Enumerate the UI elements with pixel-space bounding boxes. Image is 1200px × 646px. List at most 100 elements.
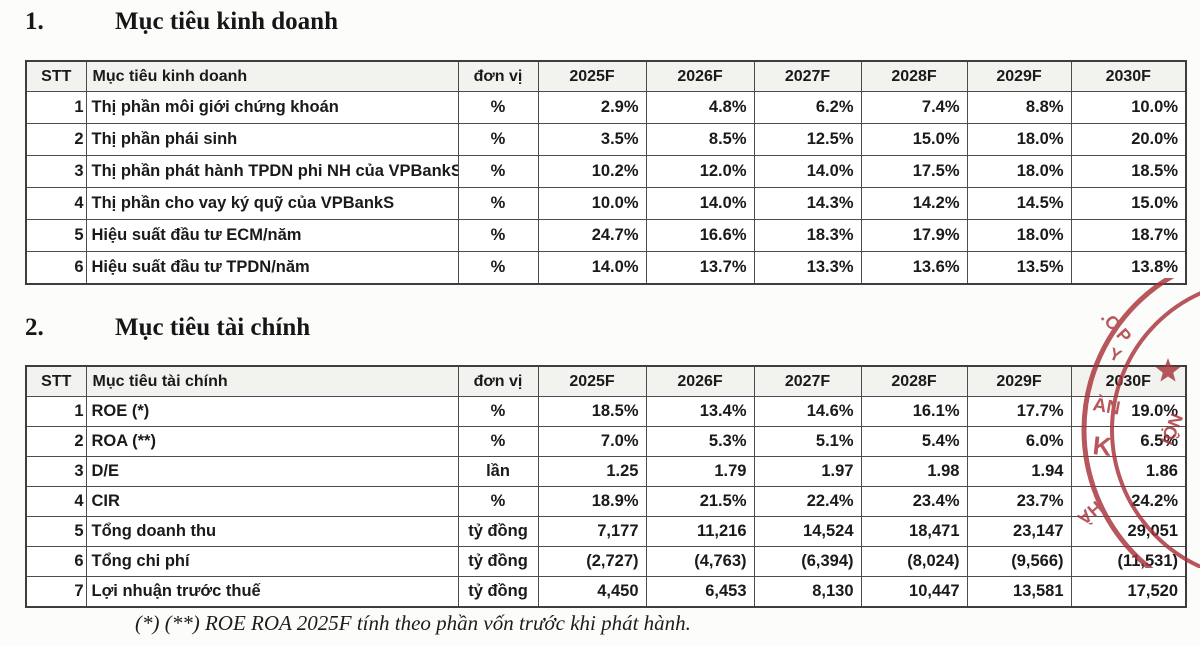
unit-cell: % [457,486,539,517]
value-cell: (8,024) [860,546,968,577]
value-cell: 10.0% [537,187,647,220]
section-number: 1. [25,8,44,35]
value-cell: (6,394) [753,546,862,577]
value-cell: 22.4% [753,486,862,517]
metric-label-cell: D/E [85,456,459,487]
value-cell: (2,727) [537,546,647,577]
row-number-cell: 5 [25,516,87,547]
column-header: 2027F [753,365,862,397]
column-header: 2028F [860,365,968,397]
value-cell: 7.0% [537,426,647,457]
column-header: STT [25,60,87,92]
column-header: 2029F [966,60,1072,92]
table-row: 7 Lợi nhuận trước thuế tỷ đồng 4,450 6,453 8,… [25,576,1187,608]
value-cell: 10.2% [537,155,647,188]
value-cell: 1.94 [966,456,1072,487]
value-cell: 18,471 [860,516,968,547]
value-cell: 6.5% [1070,426,1187,457]
value-cell: 14.0% [753,155,862,188]
value-cell: 21.5% [645,486,755,517]
value-cell: 18.5% [537,396,647,427]
value-cell: 12.0% [645,155,755,188]
column-header: 2025F [537,365,647,397]
section-2-heading: 2. Mục tiêu tài chính [25,314,310,342]
table-row: 2 Thị phần phái sinh% 3.5% 8.5% 12.5% 15.0% 18… [25,123,1187,156]
value-cell: 17,520 [1070,576,1187,608]
value-cell: 18.5% [1070,155,1187,188]
metric-label-cell: Lợi nhuận trước thuế [85,576,459,608]
table-row: 2 ROA (**)% 7.0% 5.3% 5.1% 5.4% 6.0% 6.5% [25,426,1187,457]
row-number-cell: 6 [25,251,87,285]
value-cell: 23,147 [966,516,1072,547]
column-header: 2029F [966,365,1072,397]
value-cell: 8,130 [753,576,862,608]
section-number: 2. [25,314,44,341]
value-cell: 11,216 [645,516,755,547]
table-row: 3 D/E lần 1.25 1.79 1.97 1.98 1.94 1.86 [25,456,1187,487]
section-title-text: Mục tiêu tài chính [115,314,311,341]
unit-cell: % [457,426,539,457]
row-number-cell: 4 [25,486,87,517]
unit-cell: % [457,91,539,124]
value-cell: 17.5% [860,155,968,188]
table-row: 4 CIR% 18.9% 21.5% 22.4% 23.4% 23.7% 24.2% [25,486,1187,517]
value-cell: 14.5% [966,187,1072,220]
row-number-cell: 6 [25,546,87,577]
value-cell: 7,177 [537,516,647,547]
unit-cell: % [457,187,539,220]
section-title-text: Mục tiêu kinh doanh [115,8,338,35]
value-cell: 13,581 [966,576,1072,608]
value-cell: 14.0% [537,251,647,285]
seal-text-fragment: .C.P [1097,307,1135,346]
value-cell: 13.8% [1070,251,1187,285]
row-number-cell: 4 [25,187,87,220]
column-header: 2030F [1070,60,1187,92]
value-cell: 14.2% [860,187,968,220]
value-cell: 6.2% [753,91,862,124]
value-cell: 10,447 [860,576,968,608]
metric-label-cell: CIR [85,486,459,517]
row-number-cell: 5 [25,219,87,252]
metric-label-cell: Thị phần phái sinh [85,123,459,156]
value-cell: 13.5% [966,251,1072,285]
table-row: 1 ROE (*)% 18.5% 13.4% 14.6% 16.1% 17.7% 19.0% [25,396,1187,427]
column-header: 2026F [645,365,755,397]
value-cell: 10.0% [1070,91,1187,124]
unit-cell: % [457,219,539,252]
value-cell: 23.7% [966,486,1072,517]
value-cell: 4,450 [537,576,647,608]
row-number-cell: 2 [25,426,87,457]
value-cell: 16.1% [860,396,968,427]
value-cell: 23.4% [860,486,968,517]
value-cell: 14.0% [645,187,755,220]
value-cell: 17.9% [860,219,968,252]
unit-cell: % [457,155,539,188]
value-cell: 13.4% [645,396,755,427]
metric-label-cell: ROA (**) [85,426,459,457]
header-row: STT Mục tiêu tài chính đơn vị 2025F 2026F 202… [25,365,1187,397]
value-cell: 4.8% [645,91,755,124]
value-cell: 20.0% [1070,123,1187,156]
value-cell: 5.3% [645,426,755,457]
column-header: đơn vị [457,60,539,92]
column-header: 2026F [645,60,755,92]
unit-cell: % [457,396,539,427]
value-cell: 29,051 [1070,516,1187,547]
value-cell: 13.3% [753,251,862,285]
value-cell: 1.86 [1070,456,1187,487]
value-cell: 7.4% [860,91,968,124]
value-cell: (11,531) [1070,546,1187,577]
value-cell: 16.6% [645,219,755,252]
table-row: 1 Thị phần môi giới chứng khoán% 2.9% 4.8% 6… [25,91,1187,124]
unit-cell: lần [457,456,539,487]
header-row: STT Mục tiêu kinh doanh đơn vị 2025F 2026F 20… [25,60,1187,92]
metric-label-cell: Thị phần phát hành TPDN phi NH của VPBan… [85,155,459,188]
value-cell: 17.7% [966,396,1072,427]
value-cell: 2.9% [537,91,647,124]
value-cell: 1.25 [537,456,647,487]
value-cell: 6,453 [645,576,755,608]
row-number-cell: 7 [25,576,87,608]
value-cell: 6.0% [966,426,1072,457]
value-cell: (9,566) [966,546,1072,577]
